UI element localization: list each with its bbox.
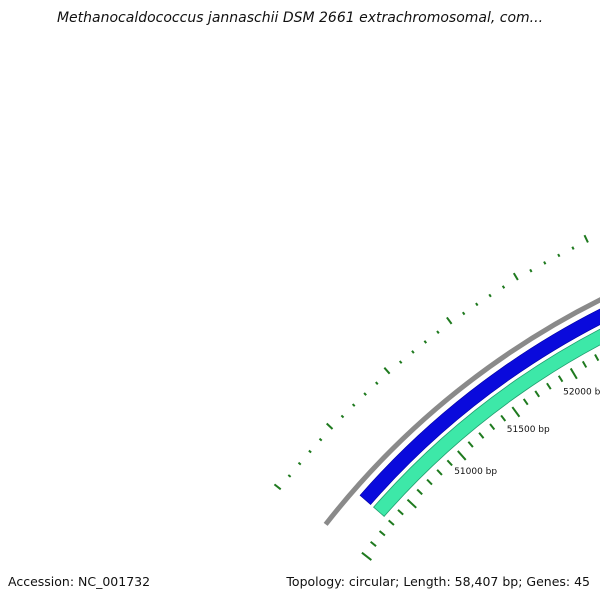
outer-tick-mark (383, 367, 391, 375)
reverse-strand-features (373, 328, 600, 517)
inner-tick-mark (436, 469, 443, 476)
outer-tick-mark (571, 246, 575, 250)
inner-tick-mark (569, 367, 578, 380)
outer-tick-mark (326, 422, 334, 430)
outer-tick-mark (529, 268, 533, 273)
outer-tick-mark (308, 449, 312, 454)
inner-tick-mark (467, 441, 474, 448)
inner-tick-mark (426, 478, 433, 486)
forward-gene-arrow (359, 308, 600, 505)
outer-tick-mark (475, 302, 479, 307)
outer-tick-mark (398, 360, 403, 364)
outer-tick-mark (583, 234, 589, 243)
outer-tick-mark (557, 253, 561, 258)
accession-text: Accession: NC_001732 (8, 574, 150, 589)
inner-tick-mark (500, 414, 507, 422)
inner-tick-mark (369, 540, 377, 547)
outer-tick-mark (273, 483, 282, 491)
inner-tick-mark (546, 382, 552, 390)
backbone-arc (323, 297, 600, 526)
backbone-ring (323, 297, 600, 526)
outer-tick-mark (461, 311, 466, 316)
outer-tick-mark (543, 261, 547, 265)
outer-tick-mark (297, 461, 302, 466)
inner-tick-mark (397, 509, 404, 516)
inner-tick-mark (534, 390, 541, 398)
inner-tick-mark (478, 432, 485, 439)
map-title: Methanocaldococcus jannaschii DSM 2661 e… (57, 10, 543, 26)
outer-tick-mark (501, 285, 506, 289)
inner-tick-mark (489, 423, 496, 431)
outer-tick-mark (436, 330, 440, 334)
position-label: 51000 bp (454, 467, 497, 477)
inner-tick-mark (511, 406, 521, 418)
outer-tick-mark (411, 350, 415, 354)
outer-tick-mark (363, 392, 367, 396)
inner-tick-mark (557, 375, 564, 383)
inner-tick-mark (457, 450, 467, 461)
outer-tick-mark (340, 414, 345, 419)
inner-tick-mark (594, 354, 600, 362)
outer-tick-mark (287, 474, 292, 478)
inner-tick-mark (406, 498, 417, 509)
footer-background (0, 568, 600, 600)
outer-tick-mark (488, 293, 492, 298)
outer-tick-mark (375, 381, 379, 385)
forward-strand-features (359, 308, 600, 505)
inner-tick-mark (361, 551, 372, 561)
outer-tick-mark (446, 316, 453, 325)
inner-tick-mark (446, 459, 453, 467)
topology-summary-text: Topology: circular; Length: 58,407 bp; G… (285, 574, 590, 589)
position-label: 51500 bp (507, 425, 550, 435)
outer-tick-ring (273, 234, 589, 491)
outer-tick-mark (318, 437, 323, 442)
inner-tick-mark (416, 488, 423, 496)
outer-tick-mark (423, 340, 428, 344)
inner-tick-mark (581, 360, 588, 368)
outer-tick-mark (512, 272, 519, 281)
inner-tick-mark (388, 519, 395, 526)
reverse-gene-band (373, 328, 600, 517)
position-label: 52000 bp (563, 388, 600, 398)
inner-tick-ring (361, 354, 600, 561)
outer-tick-mark (351, 403, 356, 407)
inner-tick-mark (522, 398, 529, 406)
inner-tick-mark (378, 530, 386, 537)
